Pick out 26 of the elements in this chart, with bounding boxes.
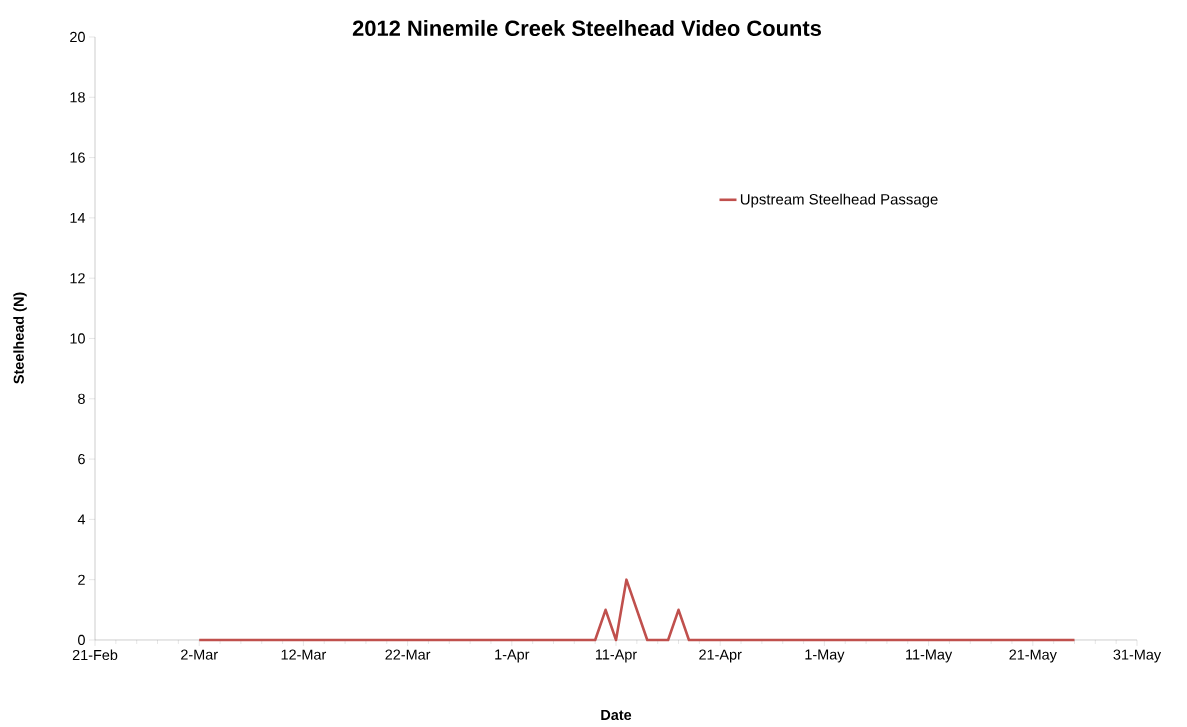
x-tick-label: 12-Mar <box>281 649 327 660</box>
y-tick-label: 16 <box>70 152 85 163</box>
y-tick-label: 18 <box>70 92 85 103</box>
y-tick-label: 10 <box>70 333 85 344</box>
y-tick-label: 8 <box>78 393 85 404</box>
y-tick-label: 4 <box>77 514 86 525</box>
x-tick-label: 21-Feb <box>72 649 118 661</box>
y-tick-label: 0 <box>78 634 85 646</box>
y-tick-label: 2 <box>78 574 85 585</box>
x-axis-title: Date <box>601 709 632 721</box>
x-tick-label: 11-Apr <box>595 649 637 663</box>
y-tick-label: 14 <box>70 212 86 223</box>
x-tick-label: 31-May <box>1113 649 1162 663</box>
x-tick-label: 11-May <box>906 649 953 663</box>
legend-label: Upstream Steelhead Passage <box>740 193 938 208</box>
y-tick-label: 20 <box>70 31 85 43</box>
x-tick-label: 2-Mar <box>181 649 218 660</box>
y-axis-title: Steelhead (N) <box>13 292 27 384</box>
x-tick-label: 1-May <box>805 649 845 663</box>
x-tick-label: 22-Mar <box>385 649 431 660</box>
chart-title: 2012 Ninemile Creek Steelhead Video Counts <box>352 19 821 37</box>
x-tick-label: 21-May <box>1009 649 1057 663</box>
y-tick-label: 12 <box>70 273 85 284</box>
y-tick-label: 6 <box>78 453 85 465</box>
x-tick-label: 1-Apr <box>495 649 530 663</box>
x-tick-label: 21-Apr <box>699 649 742 663</box>
